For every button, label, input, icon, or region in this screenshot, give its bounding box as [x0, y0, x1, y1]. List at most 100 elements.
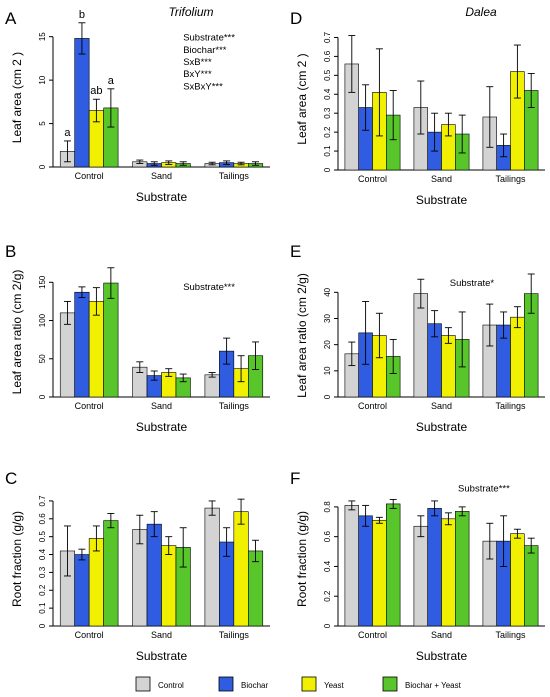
x-axis-label: Substrate — [136, 649, 188, 663]
x-tick-label: Control — [75, 401, 104, 411]
panel-letter: B — [5, 242, 16, 261]
legend-label: Yeast — [324, 681, 345, 690]
y-axis-label: Root fraction (g/g) — [10, 511, 24, 607]
bar — [523, 545, 539, 627]
y-axis-label: Leaf area (cm 2 ) — [10, 52, 24, 143]
y-tick-label: 0.4 — [38, 548, 47, 560]
panel-c: C 0 0.1 0.2 0.3 0.4 0.5 0.6 0.7 Root fraction (g/… — [5, 469, 270, 663]
panel-b: B 0 50 100 150 Leaf area ratio (cm 2/g) Contro… — [5, 242, 270, 434]
x-axis-label: Substrate — [136, 420, 188, 434]
stat-annotation: BxY*** — [183, 69, 212, 80]
legend-swatch — [382, 676, 398, 692]
significance-letter: ab — [90, 85, 102, 97]
y-tick-label: 0.2 — [38, 584, 47, 596]
y-tick-label: 0 — [38, 394, 47, 399]
x-tick-label: Sand — [431, 630, 452, 640]
x-tick-label: Control — [75, 630, 104, 640]
panel-letter: F — [290, 469, 300, 488]
y-tick-label: 5 — [38, 121, 47, 126]
panel-a: A Trifolium 0 5 10 15 Leaf area (cm 2 ) Control… — [5, 5, 270, 204]
y-tick-label: 30 — [323, 313, 332, 322]
bar — [385, 503, 401, 627]
bar — [74, 291, 90, 398]
legend-swatch — [135, 676, 151, 692]
y-tick-label: 0.7 — [38, 495, 47, 507]
legend-label: Control — [158, 681, 184, 690]
bar — [74, 38, 90, 168]
bar — [74, 554, 90, 627]
panel-f: F 0 0.2 0.4 0.6 0.8 Root fraction (g/g) Control… — [290, 469, 545, 663]
x-tick-label: Sand — [431, 174, 452, 184]
bar — [204, 507, 220, 627]
bar — [233, 511, 249, 627]
y-tick-label: 0.8 — [323, 501, 332, 513]
x-tick-label: Sand — [431, 401, 452, 411]
y-tick-label: 150 — [38, 275, 47, 289]
stat-annotation: Substrate*** — [183, 282, 235, 293]
panel-title: Trifolium — [168, 5, 213, 19]
y-axis-label: Leaf area (cm 2 ) — [295, 53, 309, 144]
panel-letter: E — [290, 242, 301, 261]
panel-title: Dalea — [465, 5, 497, 19]
y-axis-label: Root fraction (g/g) — [295, 511, 309, 607]
bar — [88, 538, 104, 627]
stat-annotation: Substrate*** — [183, 33, 235, 44]
panel-letter: A — [5, 9, 17, 28]
y-axis-label: Leaf area ratio (cm 2/g) — [295, 273, 309, 398]
stat-annotation: SxBxY*** — [183, 81, 223, 92]
y-axis-label: Leaf area ratio (cm 2/g) — [10, 270, 24, 395]
bar — [372, 519, 387, 627]
bar — [103, 520, 119, 627]
bar — [427, 508, 442, 627]
stat-annotation: Substrate* — [450, 278, 495, 289]
panel-letter: D — [290, 9, 302, 28]
bar — [248, 550, 264, 627]
y-tick-label: 0 — [323, 623, 332, 628]
x-tick-label: Tailings — [219, 630, 250, 640]
x-tick-label: Sand — [151, 401, 172, 411]
y-tick-label: 0 — [38, 623, 47, 628]
x-tick-label: Control — [358, 401, 387, 411]
bar — [161, 545, 177, 627]
y-tick-label: 100 — [38, 313, 47, 327]
stat-annotation: Biochar*** — [183, 45, 227, 56]
y-tick-label: 0.7 — [323, 31, 332, 43]
legend: Control Biochar Yeast Biochar + Yeast — [135, 676, 462, 692]
bar — [59, 312, 75, 398]
legend-label: Biochar — [241, 681, 268, 690]
chart-panels: A Trifolium 0 5 10 15 Leaf area (cm 2 ) Control… — [5, 5, 545, 663]
bar — [510, 316, 525, 398]
y-tick-label: 10 — [323, 366, 332, 375]
y-tick-label: 0 — [38, 164, 47, 169]
y-tick-label: 15 — [38, 32, 47, 41]
legend-swatch — [301, 676, 317, 692]
x-tick-label: Tailings — [219, 401, 250, 411]
bar — [454, 511, 470, 627]
legend-label: Biochar + Yeast — [405, 681, 462, 690]
y-tick-label: 0.6 — [323, 50, 332, 62]
x-tick-label: Sand — [151, 171, 172, 181]
significance-letter: a — [108, 75, 115, 87]
bar — [103, 282, 119, 398]
y-tick-label: 0.6 — [38, 513, 47, 525]
stat-annotation: SxB*** — [183, 57, 212, 68]
y-tick-label: 10 — [38, 75, 47, 84]
bar — [204, 374, 220, 398]
panel-e: E 0 10 20 30 40 Leaf area ratio (cm 2/g) Contro… — [290, 242, 545, 434]
x-tick-label: Tailings — [495, 630, 526, 640]
x-tick-label: Control — [358, 174, 387, 184]
x-tick-label: Tailings — [495, 174, 526, 184]
x-tick-label: Control — [75, 171, 104, 181]
y-tick-label: 0.2 — [323, 590, 332, 602]
y-tick-label: 50 — [38, 354, 47, 363]
stat-annotation: Substrate*** — [458, 484, 510, 495]
x-axis-label: Substrate — [416, 193, 468, 207]
x-axis-label: Substrate — [416, 649, 468, 663]
bar — [413, 525, 428, 627]
y-tick-label: 40 — [323, 287, 332, 296]
significance-letter: b — [79, 9, 85, 21]
y-tick-label: 0.3 — [38, 566, 47, 578]
y-tick-label: 20 — [323, 340, 332, 349]
legend-swatch — [218, 676, 234, 692]
